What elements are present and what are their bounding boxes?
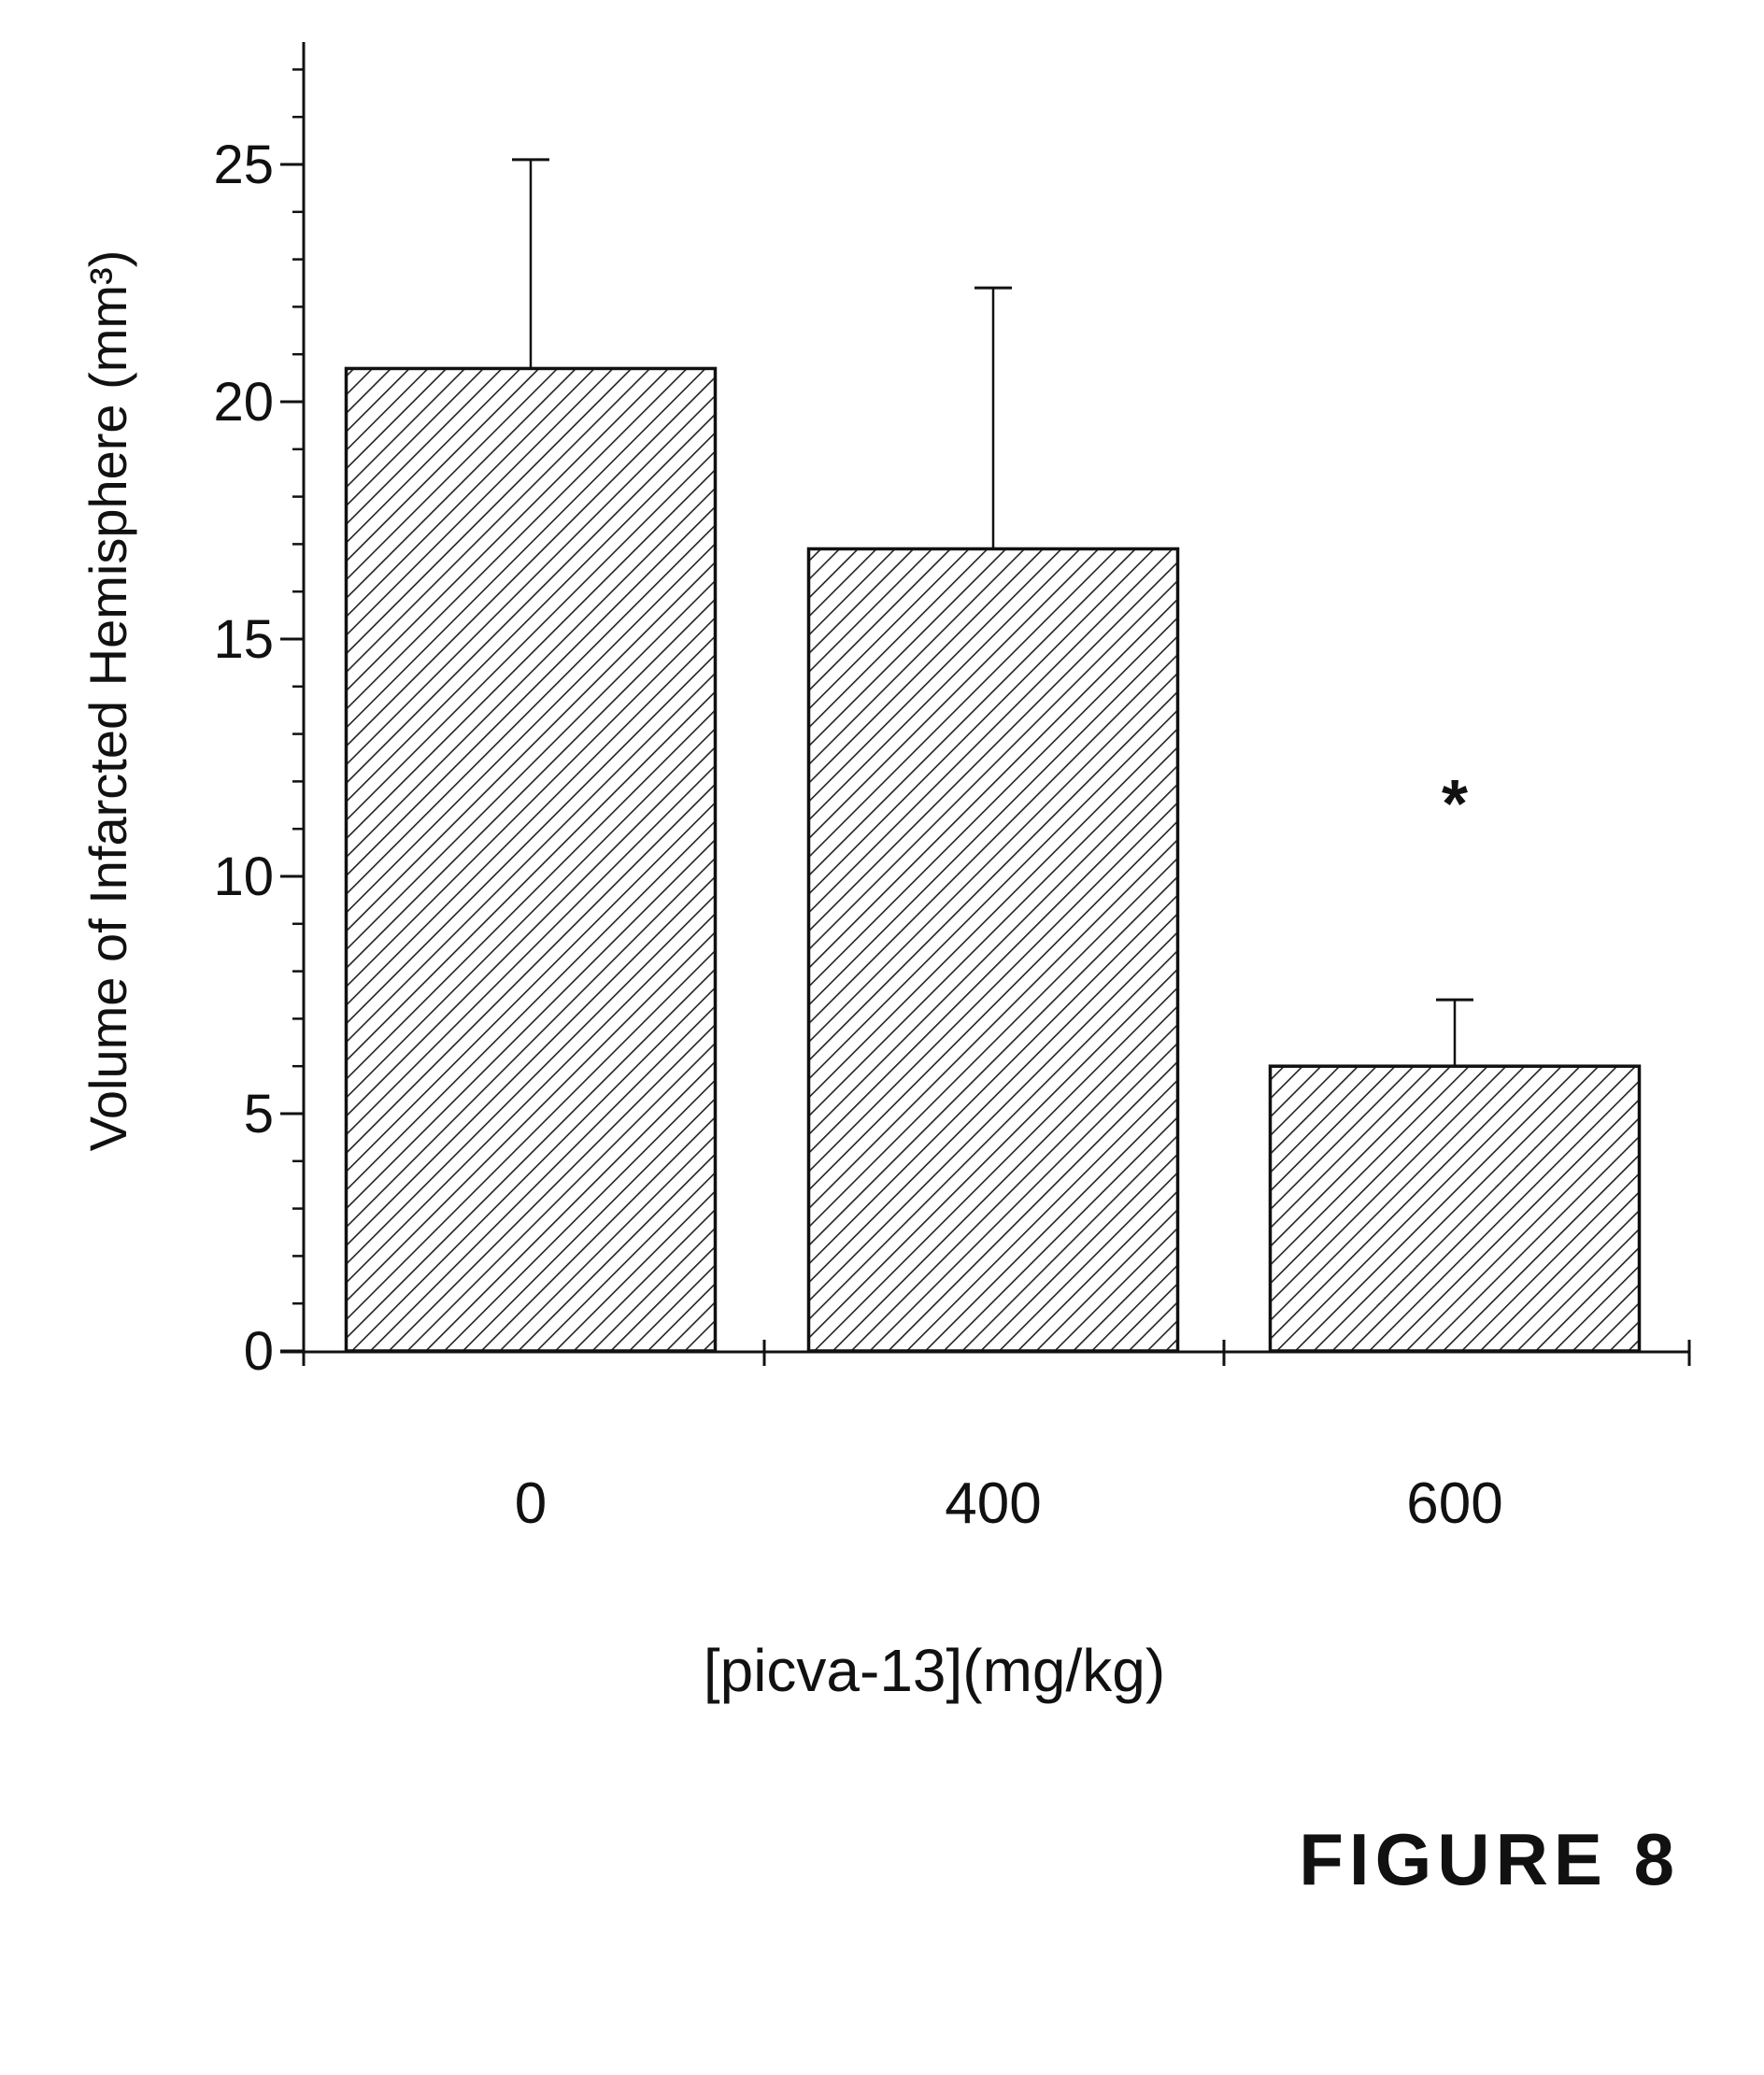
x-tick-label: 400 xyxy=(945,1471,1041,1536)
y-tick-label: 10 xyxy=(213,846,274,907)
significance-marker: * xyxy=(1442,767,1468,842)
bar[interactable] xyxy=(809,548,1178,1351)
y-tick-label: 20 xyxy=(213,372,274,433)
x-tick-label: 0 xyxy=(515,1471,547,1536)
y-tick-label: 0 xyxy=(244,1321,274,1382)
y-tick-label: 5 xyxy=(244,1084,274,1144)
chart-bars xyxy=(347,160,1640,1351)
y-tick-label: 25 xyxy=(213,135,274,195)
x-axis-label: [picva-13](mg/kg) xyxy=(704,1637,1165,1704)
y-tick-label: 15 xyxy=(213,609,274,670)
bar[interactable] xyxy=(1271,1066,1640,1351)
figure-label: FIGURE 8 xyxy=(1299,1817,1680,1902)
x-tick-label: 600 xyxy=(1406,1471,1502,1536)
bar[interactable] xyxy=(347,368,716,1351)
y-axis-label: Volume of Infarcted Hemisphere (mm³) xyxy=(78,250,137,1152)
